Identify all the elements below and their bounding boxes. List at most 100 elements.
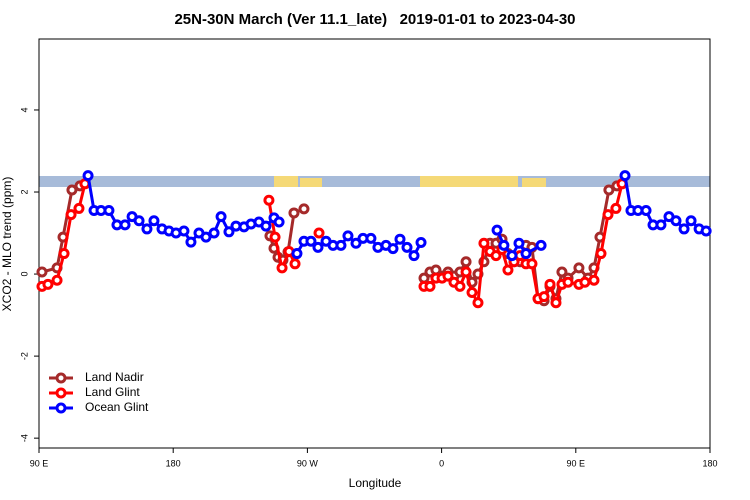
- y-tick-label: 0: [19, 272, 29, 277]
- data-point: [291, 248, 303, 260]
- data-point: [513, 237, 525, 249]
- data-point: [544, 278, 556, 290]
- data-point: [478, 237, 490, 249]
- x-tick-label: 90 W: [297, 458, 319, 468]
- land-strip: [300, 178, 322, 187]
- x-tick-label: 180: [702, 458, 717, 468]
- data-point: [460, 256, 472, 268]
- data-point: [520, 248, 532, 260]
- data-point: [335, 239, 347, 251]
- data-point: [394, 233, 406, 245]
- legend-marker: [55, 372, 67, 384]
- land-strip: [274, 176, 298, 187]
- data-point: [619, 170, 631, 182]
- data-point: [36, 266, 48, 278]
- data-point: [602, 209, 614, 221]
- data-point: [573, 262, 585, 274]
- data-point: [42, 278, 54, 290]
- data-point: [538, 291, 550, 303]
- data-point: [506, 250, 518, 262]
- x-axis-label: Longitude: [349, 476, 402, 490]
- data-point: [342, 230, 354, 242]
- legend-label: Ocean Glint: [85, 400, 149, 414]
- data-point: [260, 220, 272, 232]
- data-point: [263, 194, 275, 206]
- data-point: [273, 216, 285, 228]
- data-point: [442, 270, 454, 282]
- series: [36, 178, 628, 309]
- y-tick-label: -4: [19, 434, 29, 442]
- data-point: [502, 264, 514, 276]
- x-tick-label: 90 E: [567, 458, 586, 468]
- data-point: [491, 224, 503, 236]
- data-point: [119, 219, 131, 231]
- data-point: [670, 215, 682, 227]
- legend-marker: [55, 402, 67, 414]
- data-point: [288, 207, 300, 219]
- series: [82, 170, 712, 262]
- data-point: [498, 239, 510, 251]
- data-point: [269, 231, 281, 243]
- data-point: [82, 170, 94, 182]
- data-point: [298, 203, 310, 215]
- ocean-strip: [39, 176, 710, 187]
- data-point: [415, 236, 427, 248]
- data-point: [178, 225, 190, 237]
- data-point: [579, 276, 591, 288]
- data-point: [640, 204, 652, 216]
- data-point: [305, 235, 317, 247]
- data-point: [350, 237, 362, 249]
- data-point: [387, 243, 399, 255]
- map-strip: [39, 176, 710, 187]
- data-point: [365, 232, 377, 244]
- data-point: [424, 280, 436, 292]
- data-point: [401, 241, 413, 253]
- data-point: [562, 276, 574, 288]
- data-point: [588, 274, 600, 286]
- x-tick-label: 90 E: [30, 458, 49, 468]
- data-point: [603, 184, 615, 196]
- data-point: [215, 211, 227, 223]
- plot-frame: [38, 38, 711, 449]
- data-point: [223, 226, 235, 238]
- y-tick-label: 2: [19, 190, 29, 195]
- x-tick-label: 180: [166, 458, 181, 468]
- legend-label: Land Nadir: [85, 370, 144, 384]
- legend-marker: [55, 387, 67, 399]
- data-point: [65, 209, 77, 221]
- data-point: [103, 204, 115, 216]
- data-point: [289, 258, 301, 270]
- data-point: [526, 258, 538, 270]
- data-point: [208, 227, 220, 239]
- y-axis-label: XCO2 - MLO trend (ppm): [0, 177, 14, 312]
- data-point: [700, 225, 712, 237]
- chart-title: 25N-30N March (Ver 11.1_late) 2019-01-01…: [174, 11, 575, 28]
- data-point: [685, 215, 697, 227]
- data-point: [141, 223, 153, 235]
- data-point: [185, 236, 197, 248]
- data-point: [556, 266, 568, 278]
- data-point: [490, 250, 502, 262]
- data-point: [51, 274, 63, 286]
- land-strip: [420, 176, 518, 187]
- data-point: [200, 231, 212, 243]
- data-point: [466, 287, 478, 299]
- data-point: [66, 184, 78, 196]
- data-point: [408, 250, 420, 262]
- y-tick-label: 4: [19, 107, 29, 112]
- y-tick-label: -2: [19, 352, 29, 360]
- data-point: [148, 215, 160, 227]
- land-strip: [522, 178, 546, 187]
- data-point: [535, 239, 547, 251]
- data-point: [276, 262, 288, 274]
- data-point: [610, 202, 622, 214]
- data-point: [550, 297, 562, 309]
- data-point: [73, 202, 85, 214]
- data-point: [313, 227, 325, 239]
- data-point: [595, 248, 607, 260]
- data-point: [133, 215, 145, 227]
- data-point: [472, 297, 484, 309]
- x-tick-label: 0: [439, 458, 444, 468]
- data-point: [312, 241, 324, 253]
